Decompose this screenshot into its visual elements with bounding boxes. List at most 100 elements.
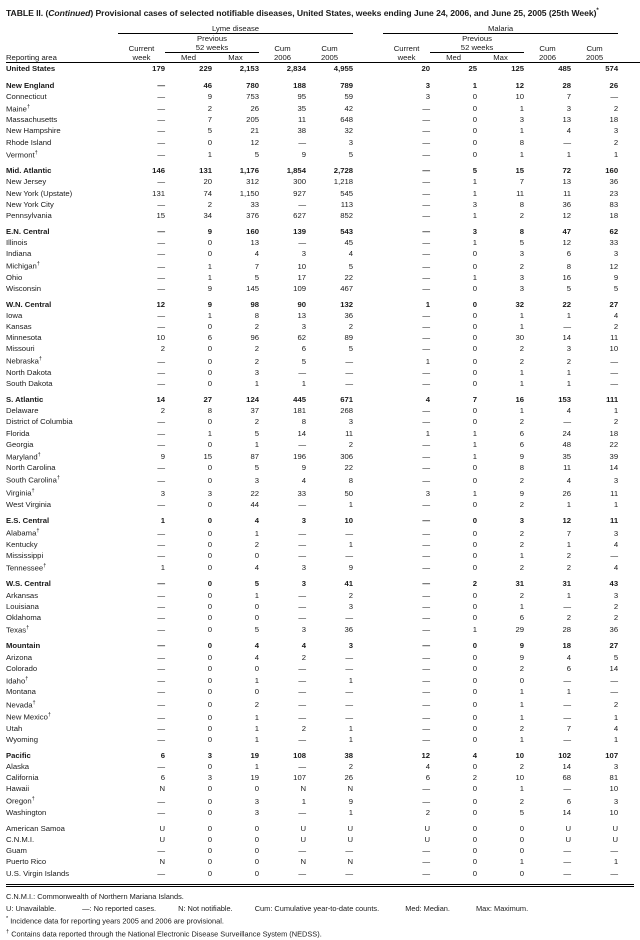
cell-malaria-1: 5	[472, 166, 478, 176]
cell-malaria-4: 3	[613, 126, 619, 136]
cell-malaria-4: —	[610, 356, 619, 366]
cell-malaria-1: 0	[472, 261, 478, 271]
cell-lyme-3: 107	[293, 773, 306, 783]
cell-lyme-2: 1	[254, 723, 259, 733]
cell-malaria-3: 11	[563, 463, 572, 473]
table-row: S. Atlantic 14 27 124 445 671 4 7 16 153 111	[6, 394, 640, 405]
cell-lyme-0: —	[157, 261, 165, 271]
cell-lyme-1: 1	[207, 311, 212, 321]
cell-malaria-4: 2	[613, 322, 619, 332]
row-area-label: Georgia	[6, 439, 34, 449]
header-malaria-cum-label-2: Cum	[586, 43, 603, 53]
row-area-label: Alabama†	[6, 527, 40, 538]
title-prefix: TABLE II. (	[6, 8, 49, 18]
cell-malaria-0: 3	[425, 80, 431, 90]
cell-malaria-1: 3	[472, 226, 478, 236]
cell-lyme-1: 0	[207, 687, 212, 697]
cell-lyme-1: 0	[207, 652, 212, 662]
table-row: Illinois — 0 13 — 45 — 1 5 12 33	[6, 237, 640, 248]
cell-lyme-3: 627	[293, 210, 306, 220]
cell-lyme-3: —	[298, 687, 306, 697]
cell-malaria-0: —	[422, 499, 431, 509]
cell-malaria-2: 10	[515, 91, 525, 101]
table-row: Maryland† 9 15 87 196 306 — 1 9 35 39	[6, 450, 640, 463]
cell-lyme-3: —	[298, 846, 306, 856]
cell-malaria-1: 2	[472, 579, 478, 589]
cell-lyme-4: 2	[348, 439, 354, 449]
cell-gap	[353, 486, 383, 499]
header-group-row: Lyme disease Malaria	[6, 24, 640, 35]
cell-lyme-0: —	[157, 177, 165, 187]
cell-tail	[618, 405, 640, 416]
row-footnote-marker: †	[36, 527, 40, 534]
cell-malaria-3: —	[563, 868, 572, 878]
row-footnote-marker: †	[47, 712, 51, 719]
cell-lyme-3: 1,854	[286, 166, 306, 176]
cell-malaria-0: —	[422, 612, 431, 622]
row-area-label: U.S. Virgin Islands	[6, 868, 70, 878]
cell-lyme-1: 9	[207, 91, 212, 101]
row-footnote-marker: †	[31, 796, 35, 803]
cell-malaria-1: 0	[472, 734, 478, 744]
cell-malaria-1: 0	[472, 299, 478, 309]
cell-lyme-4: 467	[340, 283, 354, 293]
cell-lyme-1: 229	[199, 64, 212, 74]
cell-malaria-3: —	[563, 417, 572, 427]
cell-lyme-2: 1	[254, 439, 259, 449]
cell-lyme-1: 0	[207, 463, 212, 473]
cell-tail	[618, 856, 640, 867]
cell-lyme-3: —	[298, 612, 306, 622]
cell-lyme-2: 376	[246, 210, 259, 220]
cell-malaria-3: 13	[562, 177, 572, 187]
cell-malaria-3: 1	[566, 368, 572, 378]
cell-malaria-0: —	[422, 379, 431, 389]
cell-malaria-2: 31	[515, 579, 525, 589]
table-row: North Dakota — 0 3 — — — 0 1 1 —	[6, 367, 640, 378]
cell-lyme-3: 13	[297, 311, 306, 321]
cell-malaria-4: 3	[613, 248, 619, 258]
row-area-label: Idaho†	[6, 675, 29, 686]
cell-lyme-1: 74	[203, 188, 212, 198]
header-lyme-week: week	[118, 52, 165, 64]
cell-tail	[618, 176, 640, 187]
table-row: Mountain — 0 4 4 3 — 0 9 18 27	[6, 640, 640, 651]
cell-malaria-2: 2	[519, 344, 525, 354]
cell-malaria-2: 1	[519, 712, 525, 722]
cell-malaria-4: —	[610, 368, 619, 378]
cell-lyme-2: 12	[250, 137, 259, 147]
cell-lyme-0: —	[157, 283, 165, 293]
cell-lyme-1: 0	[207, 868, 212, 878]
cell-lyme-4: 42	[344, 104, 354, 114]
cell-malaria-4: 3	[613, 590, 619, 600]
cell-lyme-0: —	[157, 723, 165, 733]
row-area-label: West Virginia	[6, 499, 52, 509]
cell-malaria-3: 7	[566, 723, 572, 733]
cell-malaria-4: 1	[613, 406, 619, 416]
row-area-label: Oregon†	[6, 796, 35, 806]
cell-lyme-1: 0	[207, 248, 212, 258]
table-row: South Carolina† — 0 3 4 8 — 0 2 4 3	[6, 473, 640, 486]
cell-malaria-3: 24	[562, 428, 572, 438]
header-spacer-area	[6, 24, 118, 34]
cell-malaria-1: 7	[472, 395, 478, 405]
cell-lyme-4: —	[345, 687, 354, 697]
cell-malaria-2: 2	[519, 663, 525, 673]
cell-lyme-3: 3	[301, 248, 306, 258]
cell-lyme-2: 4	[254, 563, 259, 573]
cell-malaria-1: 0	[472, 846, 478, 856]
cell-malaria-2: 15	[515, 166, 525, 176]
cell-gap	[353, 561, 383, 574]
cell-tail	[618, 428, 640, 439]
cell-gap	[353, 378, 383, 389]
cell-malaria-4: 14	[609, 663, 619, 673]
cell-malaria-3: —	[563, 784, 572, 794]
header-malaria-cum-2006: 2006	[524, 52, 572, 64]
header-gap-3	[353, 43, 383, 53]
cell-malaria-4: 111	[606, 395, 619, 405]
table-body: United States 179 229 2,153 2,834 4,955 20 25 12…	[6, 63, 640, 879]
table-row: Oklahoma — 0 0 — — — 0 6 2 2	[6, 612, 640, 623]
cell-lyme-3: 927	[293, 188, 306, 198]
cell-lyme-2: 19	[250, 751, 259, 761]
title-italic: Continued	[48, 8, 91, 18]
cell-malaria-0: —	[422, 515, 431, 525]
